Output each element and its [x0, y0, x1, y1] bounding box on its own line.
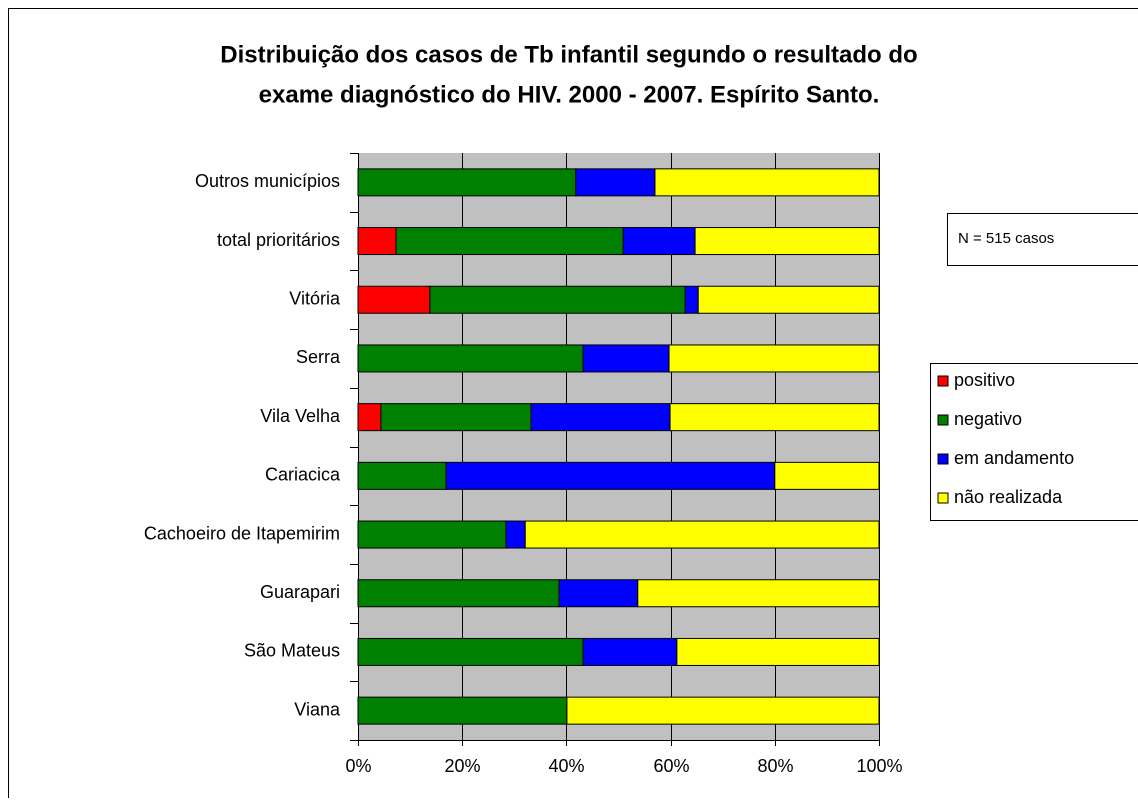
bar-segment: [381, 404, 531, 431]
x-tick-label: 20%: [444, 756, 480, 776]
legend-label: positivo: [954, 370, 1015, 390]
bar-segment: [525, 521, 879, 548]
y-tick-label: Serra: [296, 347, 341, 367]
bar-segment: [396, 228, 623, 255]
y-tick-label: total prioritários: [217, 230, 340, 250]
bar-segment: [670, 404, 879, 431]
bar-segment: [358, 228, 396, 255]
bar-segment: [446, 462, 775, 489]
x-tick-label: 100%: [856, 756, 902, 776]
bar-segment: [506, 521, 525, 548]
x-tick-label: 60%: [653, 756, 689, 776]
annotation: N = 515 casos: [958, 230, 1054, 247]
legend-swatch: [938, 493, 948, 503]
x-tick-label: 40%: [548, 756, 584, 776]
chart-title: exame diagnóstico do HIV. 2000 - 2007. E…: [259, 81, 880, 108]
bar-segment: [775, 462, 879, 489]
x-tick-label: 0%: [345, 756, 371, 776]
bar-segment: [559, 580, 638, 607]
y-tick-label: Vila Velha: [260, 406, 341, 426]
bar-segment: [677, 638, 879, 665]
legend-swatch: [938, 415, 948, 425]
bar-segment: [638, 580, 879, 607]
y-tick-label: Guarapari: [260, 582, 340, 602]
bar-segment: [358, 169, 576, 196]
bar-segment: [576, 169, 655, 196]
y-tick-label: São Mateus: [244, 641, 340, 661]
legend-swatch: [938, 454, 948, 464]
legend-label: não realizada: [954, 487, 1063, 507]
y-tick-label: Outros municípios: [195, 171, 340, 191]
bar-segment: [358, 286, 430, 313]
bar-segment: [358, 638, 583, 665]
y-tick-label: Cariacica: [265, 465, 341, 485]
bar-segment: [685, 286, 698, 313]
bar-segment: [695, 228, 879, 255]
legend-swatch: [938, 376, 948, 386]
y-tick-label: Cachoeiro de Itapemirim: [144, 523, 340, 543]
x-tick-label: 80%: [757, 756, 793, 776]
bar-segment: [698, 286, 879, 313]
bar-segment: [567, 697, 879, 724]
y-tick-label: Viana: [294, 699, 341, 719]
bar-segment: [655, 169, 879, 196]
bar-segment: [358, 404, 381, 431]
legend-label: em andamento: [954, 448, 1074, 468]
y-tick-label: Vitória: [289, 289, 341, 309]
bar-segment: [358, 462, 446, 489]
bar-segment: [531, 404, 670, 431]
bar-segment: [358, 697, 567, 724]
bar-segment: [669, 345, 879, 372]
bar-segment: [430, 286, 685, 313]
chart-title: Distribuição dos casos de Tb infantil se…: [220, 41, 917, 68]
bar-segment: [358, 580, 559, 607]
bar-segment: [358, 345, 583, 372]
bar-segment: [358, 521, 506, 548]
bar-segment: [583, 345, 669, 372]
legend-label: negativo: [954, 409, 1022, 429]
bar-segment: [623, 228, 695, 255]
bar-segment: [583, 638, 677, 665]
